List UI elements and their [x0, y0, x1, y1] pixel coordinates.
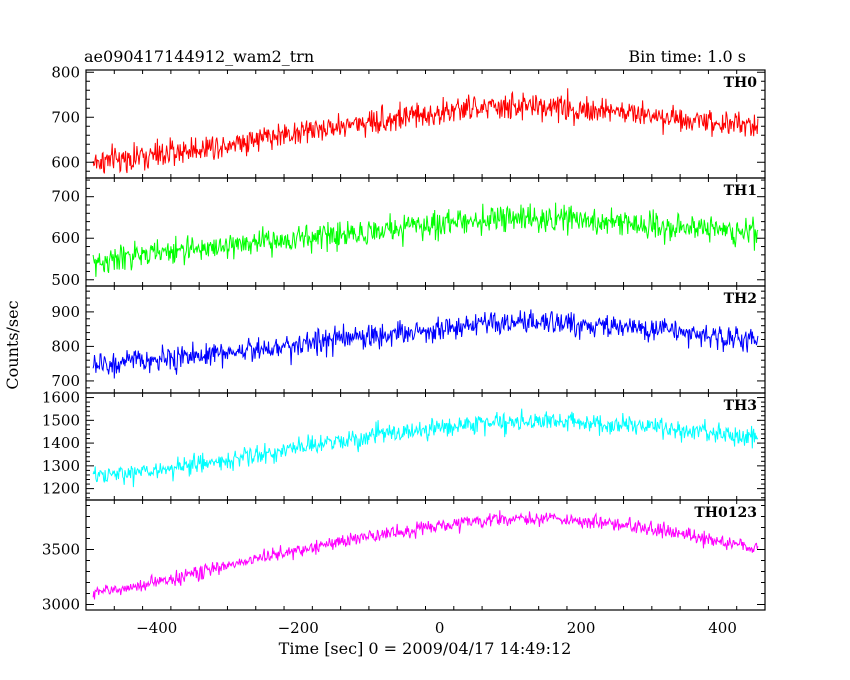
panel-frame — [85, 499, 766, 611]
y-tick-label: 1300 — [42, 457, 80, 475]
y-tick-label: 900 — [51, 303, 80, 321]
x-tick-label: −200 — [278, 619, 319, 637]
panels-group: 600 700 800 TH0 500 600 700 TH1 700 800 900 TH2 1200… — [42, 63, 766, 614]
panel-th1: 500 600 700 TH1 — [51, 177, 766, 289]
panel-frame — [85, 285, 766, 394]
y-tick-label: 700 — [51, 188, 80, 206]
panel-frame — [85, 392, 766, 501]
y-tick-label: 700 — [51, 372, 80, 390]
y-tick-label: 800 — [51, 337, 80, 355]
panel-tag-th3: TH3 — [724, 398, 757, 414]
panel-tag-th2: TH2 — [724, 291, 757, 307]
y-tick-label: 500 — [51, 271, 80, 289]
y-tick-label: 1200 — [42, 480, 80, 498]
series-line-th0123 — [92, 510, 759, 600]
x-tick-label: 200 — [567, 619, 596, 637]
panel-th2: 700 800 900 TH2 — [51, 285, 766, 394]
panel-tag-th0: TH0 — [724, 75, 758, 91]
chart-title: ae090417144912_wam2_trn — [84, 47, 314, 66]
x-axis-label: Time [sec] 0 = 2009/04/17 14:49:12 — [279, 639, 572, 658]
panel-th0123: 3000 3500 TH0123 — [42, 499, 766, 614]
y-tick-label: 600 — [51, 153, 80, 171]
y-tick-label: 3000 — [42, 596, 80, 614]
y-axis-label: Counts/sec — [3, 300, 22, 389]
y-tick-label: 700 — [51, 108, 80, 126]
panel-tag-th0123: TH0123 — [694, 505, 757, 521]
series-line-th2 — [92, 309, 759, 379]
panel-th3: 1200 1300 1400 1500 1600 TH3 — [42, 389, 766, 501]
panel-th0: 600 700 800 TH0 — [51, 63, 766, 179]
y-tick-label: 1600 — [42, 389, 80, 407]
series-line-th0 — [92, 88, 759, 174]
bin-time-label: Bin time: 1.0 s — [628, 47, 746, 66]
y-tick-label: 1400 — [42, 434, 80, 452]
y-tick-label: 800 — [51, 63, 80, 81]
x-tick-label: 400 — [708, 619, 737, 637]
panel-frame — [85, 177, 766, 287]
x-tick-label: 0 — [435, 619, 445, 637]
y-tick-label: 600 — [51, 229, 80, 247]
x-tick-label: −400 — [136, 619, 177, 637]
y-tick-label: 3500 — [42, 541, 80, 559]
x-axis: −400 −200 0 200 400 — [136, 619, 737, 637]
series-line-th3 — [92, 408, 759, 488]
series-line-th1 — [92, 202, 759, 277]
panel-tag-th1: TH1 — [724, 183, 757, 199]
y-tick-label: 1500 — [42, 411, 80, 429]
